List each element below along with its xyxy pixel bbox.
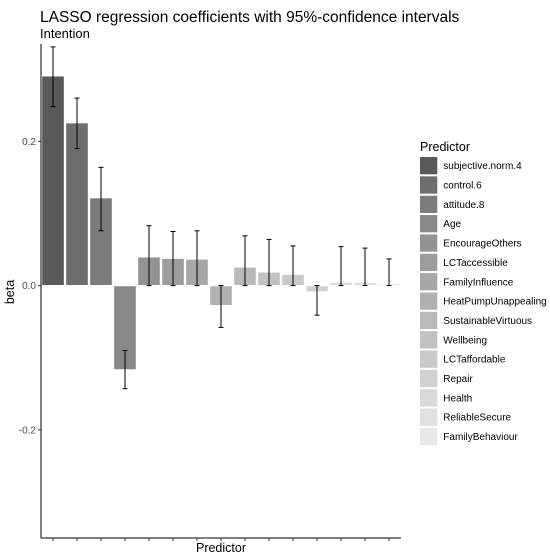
bar-attitude.8 — [90, 198, 112, 286]
legend-item: FamilyBehaviour — [420, 427, 518, 446]
legend-item: HeatPumpUnappealing — [420, 292, 547, 310]
y-tick-label: -0.2 — [19, 425, 37, 436]
legend-key — [420, 215, 438, 233]
legend-item: control.6 — [420, 176, 482, 194]
legend: Predictor subjective.norm.4 control.6 atti… — [420, 140, 547, 446]
error-bar-Age — [122, 349, 128, 390]
legend-label: LCTaccessible — [443, 258, 508, 269]
legend-item: Age — [420, 215, 462, 233]
legend-label: FamilyBehaviour — [443, 432, 518, 443]
error-bar-Repair — [314, 285, 320, 316]
legend-key — [420, 292, 438, 310]
legend-label: Wellbeing — [443, 335, 487, 346]
error-bar-attitude.8 — [98, 166, 104, 232]
legend-key — [420, 389, 438, 407]
error-bar-subjective.norm.4 — [50, 46, 56, 108]
x-axis-title: Predictor — [196, 541, 246, 555]
legend-key — [420, 273, 438, 291]
legend-label: attitude.8 — [443, 200, 485, 211]
chart-subtitle: Intention — [40, 26, 90, 41]
bar-Age — [114, 285, 136, 370]
legend-label: Repair — [443, 374, 473, 385]
error-bar-EncourageOthers — [146, 225, 152, 287]
legend-item: Repair — [420, 369, 473, 388]
legend-key — [420, 195, 438, 213]
legend-key — [420, 408, 438, 426]
bar-subjective.norm.4 — [42, 76, 64, 286]
legend-label: LCTaffordable — [443, 355, 506, 366]
legend-key — [420, 234, 438, 252]
legend-label: EncourageOthers — [443, 239, 521, 250]
legend-label: ReliableSecure — [443, 413, 511, 424]
error-bar-ReliableSecure — [362, 247, 368, 287]
error-bar-Health — [338, 246, 344, 287]
legend-key — [420, 331, 438, 349]
legend-key — [420, 427, 438, 446]
legend-key — [420, 311, 438, 330]
error-bar-LCTaccessible — [170, 231, 176, 287]
error-bar-control.6 — [74, 97, 80, 150]
legend-item: attitude.8 — [420, 195, 485, 213]
legend-item: LCTaccessible — [420, 253, 508, 272]
legend-item: ReliableSecure — [420, 408, 512, 426]
y-tick-label: 0.0 — [22, 281, 36, 292]
legend-item: EncourageOthers — [420, 234, 522, 252]
error-bar-LCTaffordable — [290, 245, 296, 287]
y-axis-title: beta — [3, 280, 17, 304]
legend-label: subjective.norm.4 — [443, 161, 522, 172]
legend-label: FamilyInfluence — [443, 277, 513, 288]
legend-key — [420, 369, 438, 388]
legend-item: FamilyInfluence — [420, 273, 514, 291]
y-tick-label: 0.2 — [22, 137, 36, 148]
legend-item: subjective.norm.4 — [420, 157, 522, 175]
legend-item: Health — [420, 389, 472, 407]
legend-label: control.6 — [443, 181, 482, 192]
legend-key — [420, 157, 438, 175]
legend-label: HeatPumpUnappealing — [443, 297, 546, 308]
error-bar-HeatPumpUnappealing — [218, 285, 224, 328]
error-bar-SustainableVirtuous — [242, 235, 248, 287]
chart-title: LASSO regression coefficients with 95%-c… — [40, 9, 460, 26]
error-bar-Wellbeing — [266, 238, 272, 287]
error-bar-FamilyBehaviour — [386, 258, 392, 287]
legend-title: Predictor — [420, 140, 470, 154]
legend-label: Age — [443, 219, 461, 230]
legend-item: Wellbeing — [420, 331, 487, 349]
legend-key — [420, 176, 438, 194]
legend-key — [420, 350, 438, 368]
legend-key — [420, 253, 438, 272]
legend-label: Health — [443, 393, 472, 404]
plot-area — [41, 46, 401, 390]
legend-item: LCTaffordable — [420, 350, 506, 368]
error-bar-FamilyInfluence — [194, 230, 200, 287]
axes: -0.2 0.0 0.2 — [19, 44, 401, 541]
legend-label: SustainableVirtuous — [443, 316, 532, 327]
legend-item: SustainableVirtuous — [420, 311, 532, 330]
bar-control.6 — [66, 123, 88, 286]
